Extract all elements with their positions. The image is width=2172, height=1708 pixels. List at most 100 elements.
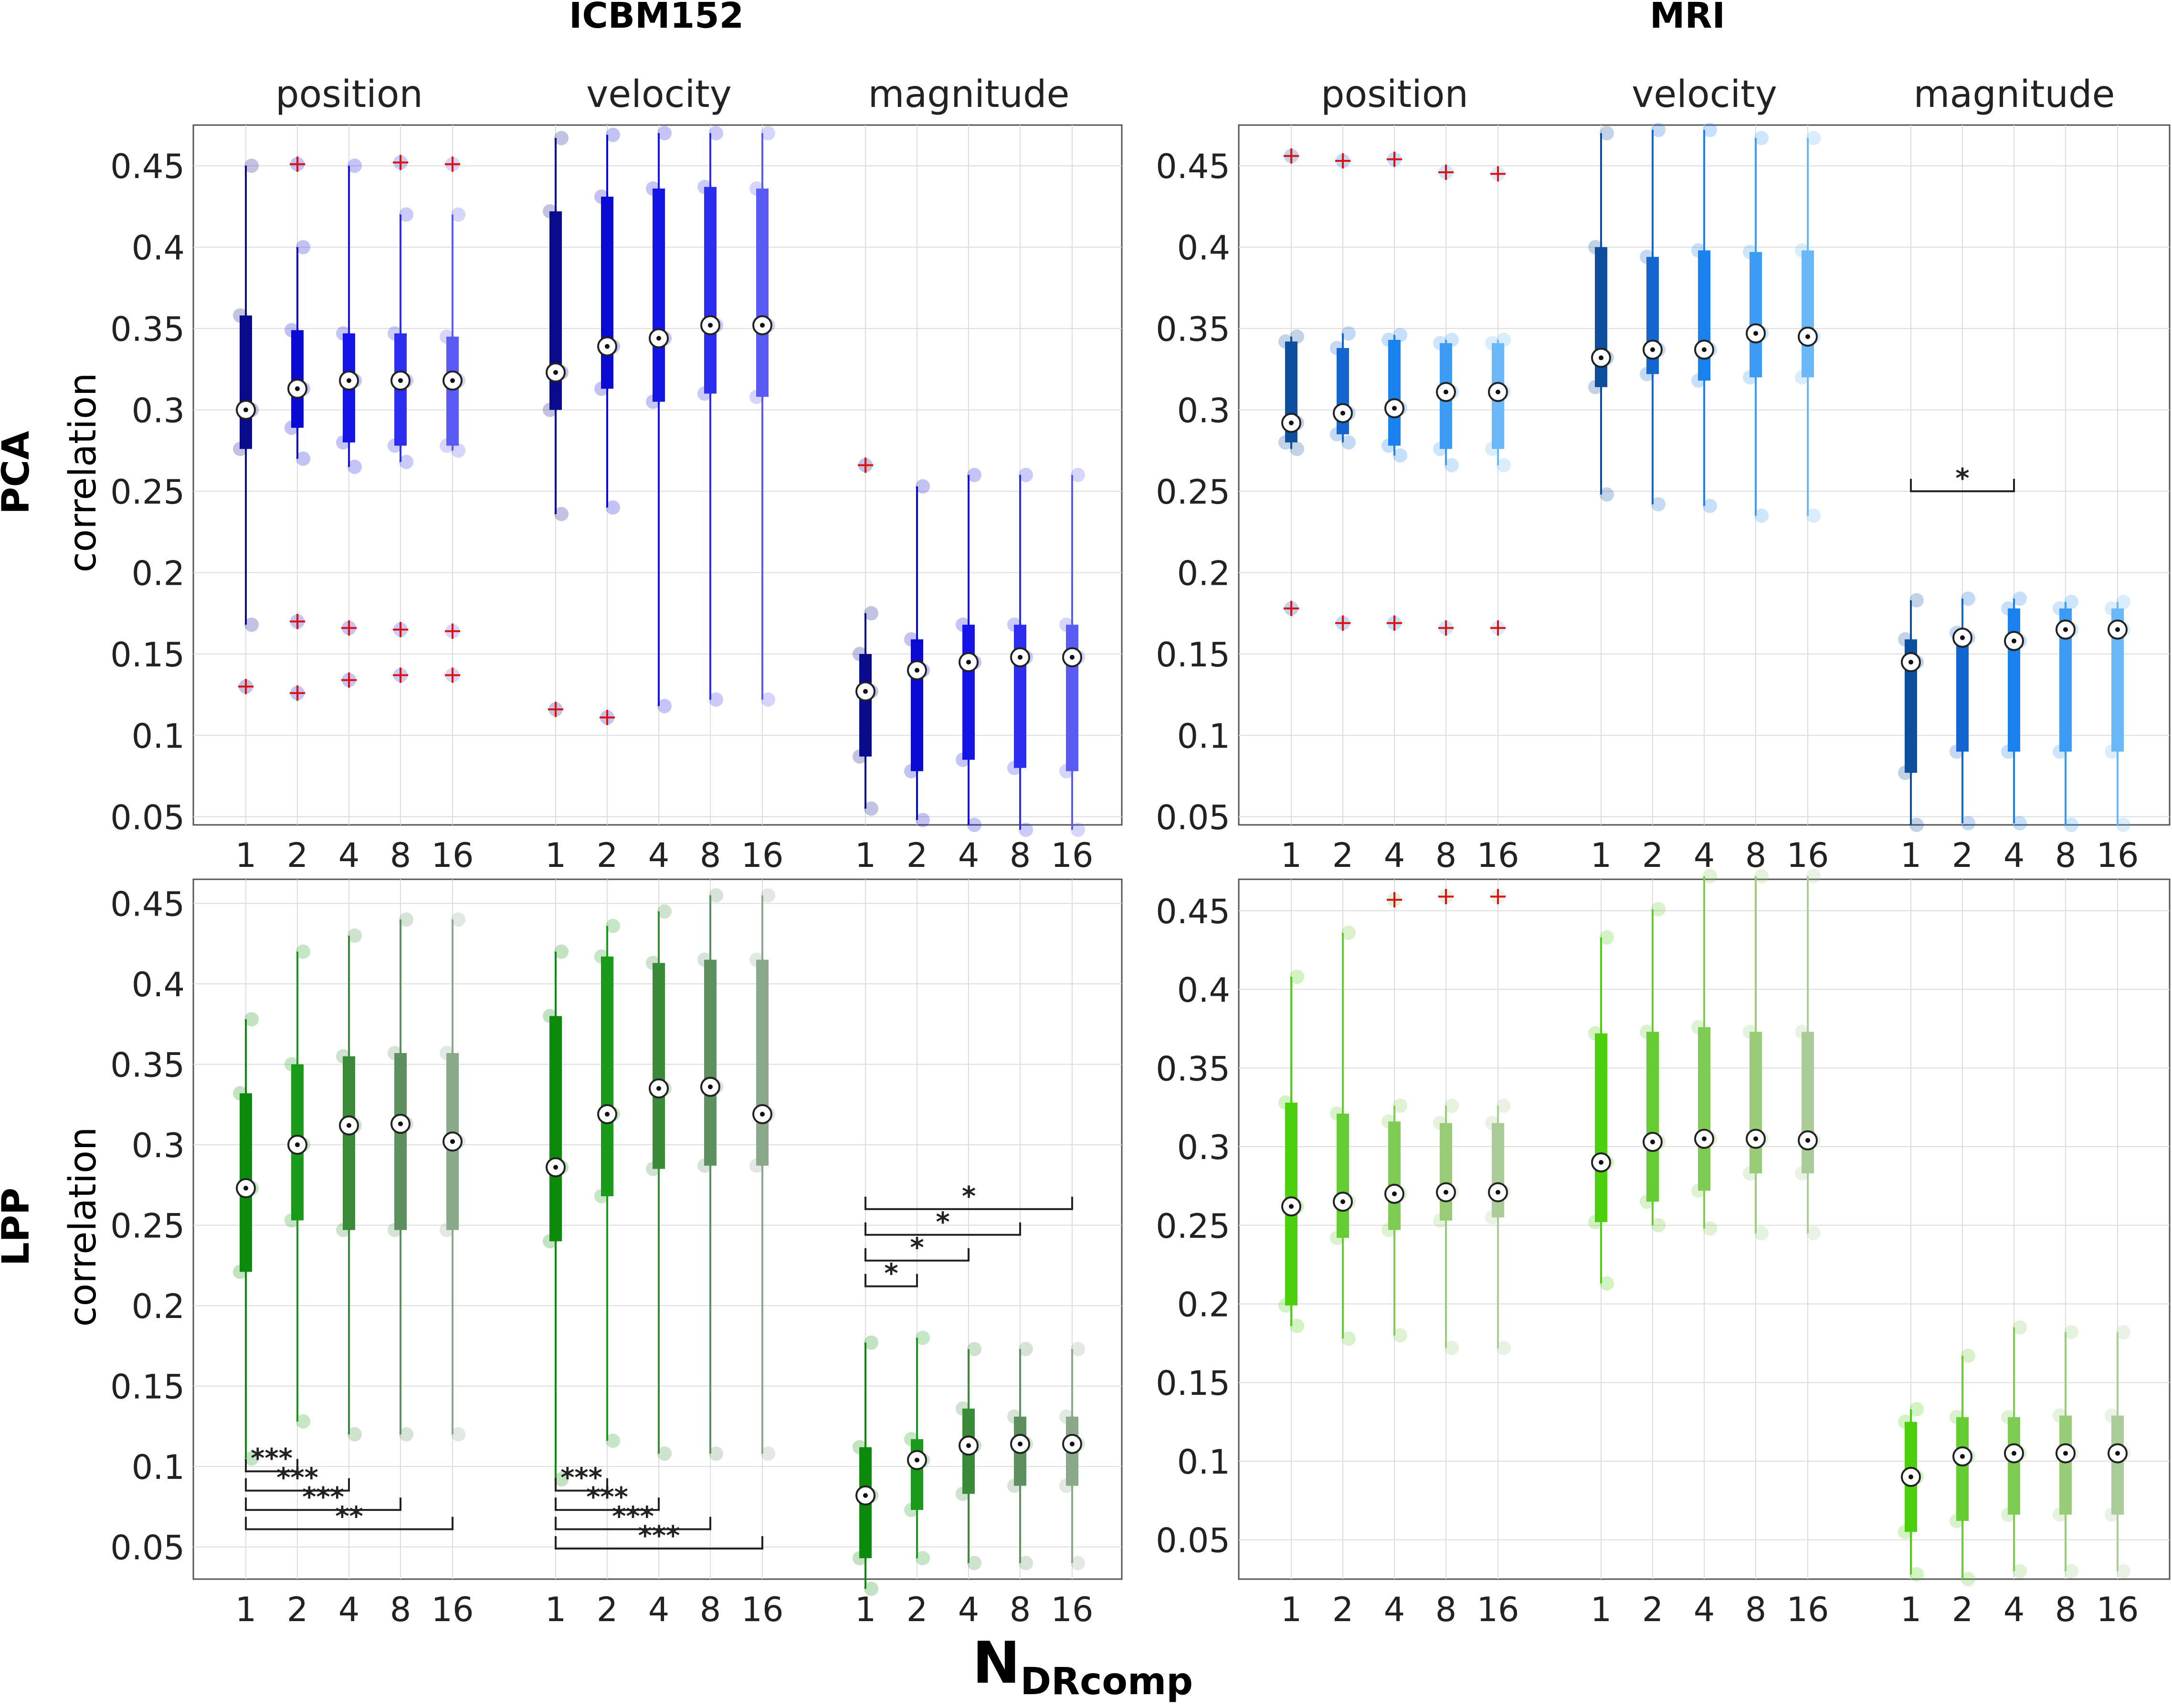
median-dot [2115, 627, 2120, 632]
box-position-4 [1381, 892, 1407, 1343]
y-tick-label: 0.1 [1177, 1443, 1230, 1482]
box-velocity-1 [1588, 126, 1614, 502]
x-tick-label: 2 [1952, 1590, 1973, 1629]
bracket-line [865, 1274, 918, 1287]
y-tick-label: 0.2 [132, 554, 185, 593]
data-point [554, 1472, 569, 1487]
data-point [709, 692, 723, 707]
iqr-box [2111, 1415, 2124, 1515]
data-point [967, 818, 981, 832]
x-tick-label: 2 [1952, 836, 1973, 875]
iqr-box [1956, 1417, 1969, 1521]
xlabel: NDRcomp [972, 1630, 1193, 1703]
data-point [1019, 1342, 1033, 1357]
data-point [761, 126, 775, 141]
bracket-line [865, 1196, 1073, 1210]
median-dot [1340, 411, 1345, 416]
iqr-box [2008, 608, 2020, 752]
outlier-marker [1490, 166, 1506, 182]
median-dot [2063, 1451, 2068, 1456]
box-magnitude-4 [2001, 1320, 2027, 1579]
median-dot [1960, 635, 1965, 640]
median-dot [863, 1493, 868, 1498]
outlier-marker [290, 685, 305, 701]
median-dot [1392, 1191, 1397, 1196]
significance-label: *** [612, 1501, 654, 1532]
box-magnitude-8 [1007, 1342, 1033, 1571]
panel-lpp-icbm152: 0.050.10.150.20.250.30.350.40.451 2 4 8 16 1 2… [110, 878, 1123, 1629]
data-point [2116, 818, 2130, 832]
data-point [1393, 1098, 1407, 1113]
box-position-8 [388, 155, 413, 683]
iqr-box [1646, 1032, 1659, 1202]
data-point [244, 617, 259, 632]
x-tick-label: 4 [1384, 836, 1405, 875]
iqr-box [1337, 1113, 1349, 1238]
median-dot [398, 1121, 403, 1127]
box-velocity-4 [646, 126, 672, 714]
y-tick-label: 0.25 [1156, 473, 1230, 512]
y-tick-label: 0.1 [1177, 717, 1230, 756]
y-tick-label: 0.15 [110, 1368, 185, 1407]
y-tick-label: 0.2 [132, 1287, 185, 1326]
box-velocity-8 [1743, 869, 1769, 1241]
outlier-marker [1438, 889, 1454, 905]
data-point [864, 606, 878, 621]
data-point [1341, 1331, 1356, 1346]
data-point [864, 801, 878, 816]
box-position-2 [285, 944, 310, 1429]
significance-label: *** [586, 1482, 628, 1513]
x-tick-label: 16 [1476, 1590, 1519, 1629]
box-position-1 [233, 1012, 259, 1466]
data-point [348, 1427, 362, 1442]
iqr-box [653, 188, 665, 402]
data-point [1600, 1276, 1614, 1291]
outlier-marker [858, 457, 873, 473]
significance-bracket: *** [245, 1463, 350, 1494]
data-point [606, 127, 620, 142]
data-point [916, 1330, 930, 1345]
data-point [296, 1414, 310, 1429]
x-tick-label: 8 [700, 1590, 721, 1629]
data-point [1393, 327, 1407, 342]
outlier-marker [445, 623, 460, 639]
outlier-marker [1438, 164, 1454, 180]
y-tick-label: 0.45 [1156, 147, 1230, 186]
box-velocity-1 [1588, 930, 1614, 1291]
x-tick-label: 1 [545, 1590, 567, 1629]
iqr-box [2059, 1415, 2072, 1515]
box-position-8 [388, 912, 413, 1442]
data-point [1393, 1328, 1407, 1343]
x-tick-label: 1 [1281, 836, 1302, 875]
x-tick-label: 1 [1281, 1590, 1302, 1629]
y-tick-label: 0.05 [110, 798, 185, 837]
x-tick-label: 2 [907, 1590, 928, 1629]
x-tick-label: 1 [1900, 836, 1922, 875]
data-point [348, 158, 362, 173]
data-point [1071, 1556, 1085, 1571]
median-dot [1599, 1160, 1603, 1165]
box-magnitude-1 [1898, 593, 1924, 832]
data-point [1754, 508, 1769, 523]
median-dot [1289, 1204, 1294, 1209]
bracket-line [555, 1478, 608, 1492]
x-tick-label: 16 [741, 836, 783, 875]
box-velocity-16 [749, 888, 775, 1461]
y-tick-label: 0.15 [1156, 635, 1230, 675]
outlier-marker [1438, 620, 1454, 636]
data-point [1290, 970, 1304, 984]
iqr-box [2008, 1417, 2020, 1515]
median-dot [1960, 1454, 1965, 1459]
median-dot [1753, 1136, 1758, 1141]
x-tick-label: 16 [431, 836, 474, 875]
data-point [864, 1335, 878, 1350]
iqr-box [1802, 250, 1814, 378]
xlabel-sub: DRcomp [1020, 1660, 1193, 1703]
data-point [1600, 487, 1614, 502]
y-tick-label: 0.15 [1156, 1364, 1230, 1403]
iqr-box [1956, 633, 1969, 752]
median-dot [1018, 1441, 1023, 1446]
iqr-box [1750, 1032, 1762, 1174]
outlier-marker [548, 701, 563, 717]
